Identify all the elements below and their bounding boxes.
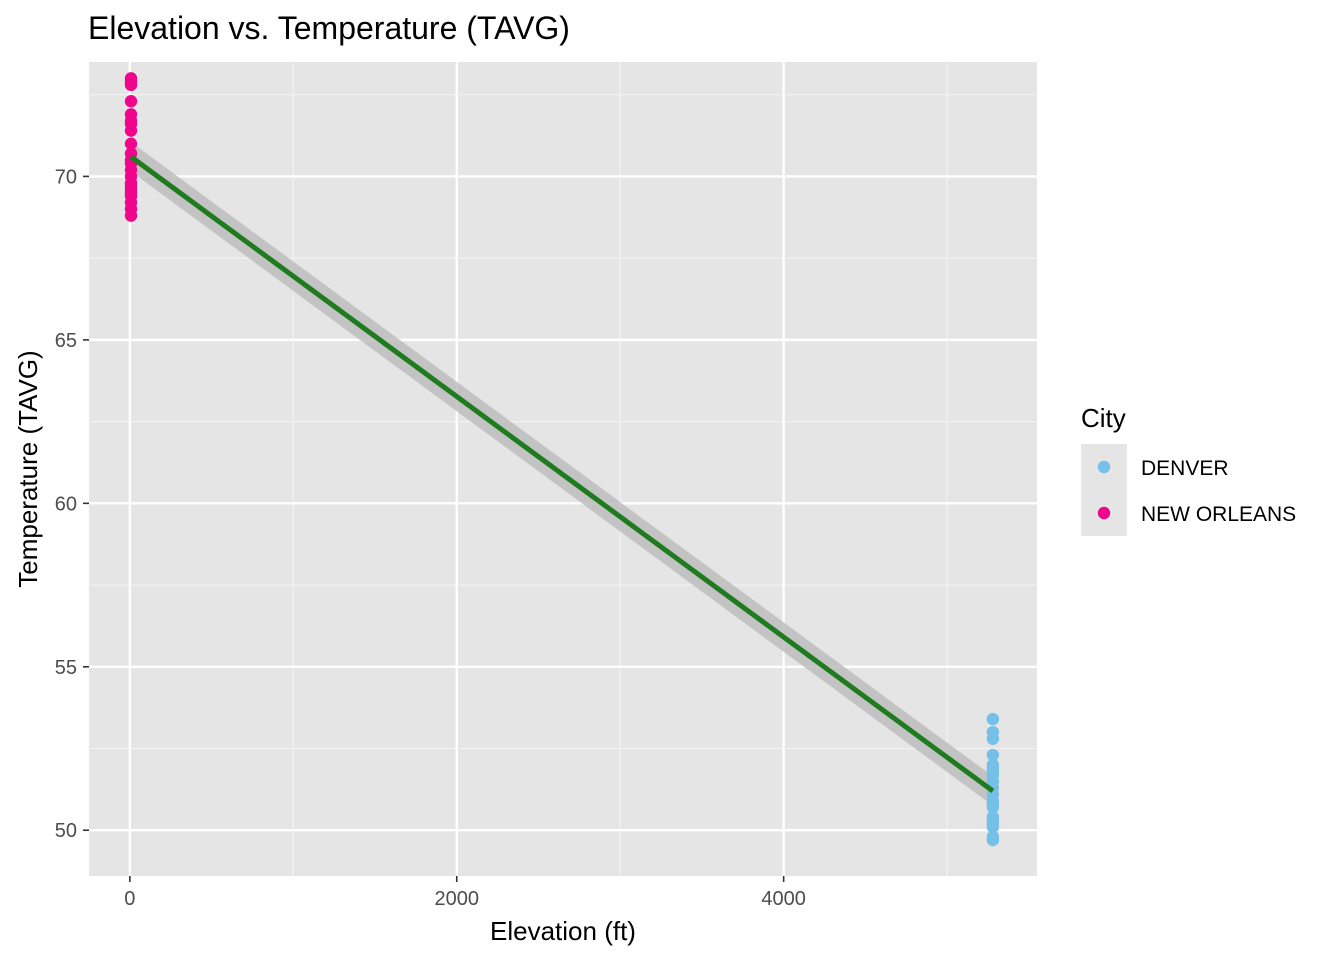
- data-point-new-orleans: [124, 95, 138, 108]
- data-point-denver: [986, 712, 1000, 726]
- y-tick-label: 65: [55, 330, 77, 352]
- data-point-denver: [986, 765, 1000, 778]
- legend-label: NEW ORLEANS: [1141, 503, 1296, 526]
- legend-label: DENVER: [1141, 457, 1229, 480]
- legend-title: City: [1081, 403, 1126, 433]
- data-point-new-orleans: [124, 78, 138, 92]
- data-point-new-orleans: [124, 137, 138, 150]
- y-tick-label: 50: [55, 820, 77, 842]
- x-tick-label: 2000: [435, 888, 480, 910]
- legend-entries: DENVER NEW ORLEANS: [1081, 444, 1296, 536]
- y-tick-label: 70: [55, 166, 77, 188]
- data-point-new-orleans: [124, 186, 138, 199]
- y-axis-ticks: 50 55 60 65 70: [55, 166, 89, 842]
- data-point-new-orleans: [124, 117, 138, 131]
- y-tick-label: 60: [55, 493, 77, 515]
- x-axis-ticks: 0 2000 4000: [124, 876, 806, 910]
- minor-gridlines: [89, 62, 1037, 876]
- data-point-denver: [986, 833, 1000, 847]
- trend-line-layer: [129, 154, 995, 794]
- legend-key-denver: [1097, 460, 1111, 474]
- legend: City DENVER NEW ORLEANS: [1081, 403, 1296, 536]
- y-axis-title: Temperature (TAVG): [13, 350, 43, 587]
- data-point-denver: [986, 748, 1000, 762]
- x-tick-label: 4000: [761, 888, 806, 910]
- x-tick-label: 0: [124, 888, 135, 910]
- data-point-denver: [986, 797, 1000, 811]
- chart-title: Elevation vs. Temperature (TAVG): [88, 10, 570, 46]
- legend-key-new-orleans: [1097, 506, 1111, 520]
- data-point-denver: [986, 817, 1000, 830]
- x-axis-title: Elevation (ft): [490, 916, 636, 946]
- data-point-new-orleans: [124, 209, 138, 222]
- data-points-layer: [124, 72, 1000, 847]
- trend-line: [129, 154, 995, 794]
- data-point-denver: [986, 732, 1000, 745]
- y-tick-label: 55: [55, 657, 77, 679]
